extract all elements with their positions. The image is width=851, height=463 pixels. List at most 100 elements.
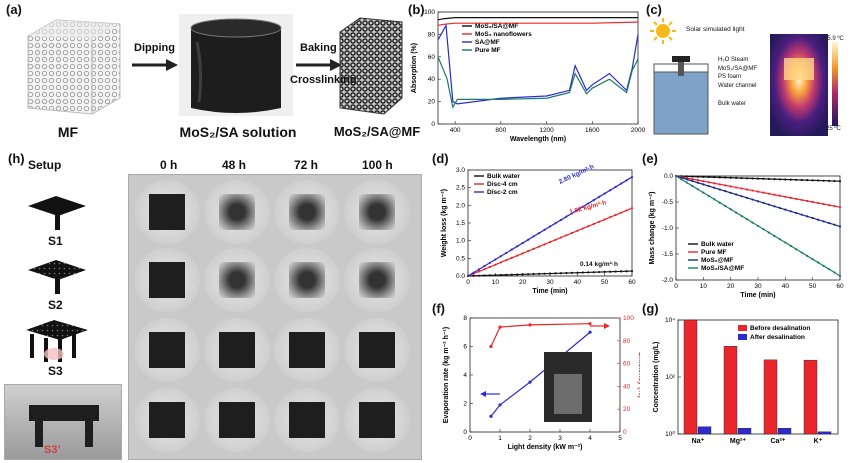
data-point <box>588 322 592 326</box>
data-point <box>598 195 601 198</box>
time-header-72h: 72 h <box>294 158 319 172</box>
legend-label: Bulk water <box>701 241 734 248</box>
concentration-chart: 10⁰ 10² 10⁴ Concentration (mg/L) Na⁺ Mg²⁺ Ca²⁺… <box>653 317 839 445</box>
time-header-100h: 100 h <box>362 158 393 172</box>
data-point <box>745 177 749 180</box>
x-tick-label: 10 <box>492 279 500 286</box>
y-axis-label: Evaporation rate (kg m⁻² h⁻¹) <box>443 327 450 423</box>
data-point <box>570 231 573 235</box>
data-point <box>625 179 628 182</box>
x-axis-label: Time (min) <box>740 292 775 299</box>
data-point <box>800 178 803 182</box>
data-point <box>806 179 809 182</box>
legend-label: Disc-4 cm <box>487 181 518 188</box>
data-point <box>702 175 705 178</box>
data-point <box>489 414 493 418</box>
absorber-sample <box>289 402 325 438</box>
data-point <box>811 216 814 220</box>
sample-dish <box>274 180 340 244</box>
x-tick-label: 0 <box>674 283 678 290</box>
setup-s1-label: S1 <box>48 234 63 248</box>
data-point <box>691 178 694 181</box>
y-tick-label: 2.0 <box>456 202 465 209</box>
data-point <box>713 176 716 179</box>
panel-label-h: (h) <box>8 151 25 166</box>
sample-dish <box>274 388 340 452</box>
data-point <box>789 196 792 199</box>
legend-label: MoS₂ nanoflowers <box>475 31 532 38</box>
x-tick-label: 3 <box>558 435 562 442</box>
x-axis-label: Light density (kW m⁻²) <box>508 444 583 451</box>
bar <box>697 426 712 435</box>
data-point <box>778 206 781 210</box>
data-point <box>751 198 754 201</box>
data-point <box>614 185 617 189</box>
data-point <box>488 265 491 269</box>
absorber-sample <box>359 332 395 368</box>
data-point <box>685 178 689 181</box>
baking-arrow <box>296 59 342 71</box>
data-point <box>498 403 502 407</box>
data-point <box>528 323 532 327</box>
x-tick-label: 20 <box>727 283 735 290</box>
data-point <box>505 273 508 276</box>
data-point <box>740 195 743 198</box>
data-point <box>609 270 612 273</box>
data-point <box>494 258 497 261</box>
legend-label: Disc-2 cm <box>487 189 518 196</box>
data-point <box>838 206 842 209</box>
data-point <box>680 178 683 181</box>
setup-s2-schematic <box>28 260 86 294</box>
x-category-label: Ca²⁺ <box>771 438 786 445</box>
x-tick-label: 800 <box>495 127 506 134</box>
data-point <box>630 175 634 179</box>
x-tick-label: 2 <box>528 435 532 442</box>
y-tick-label: 1.0 <box>456 238 465 245</box>
data-point <box>773 205 776 208</box>
data-point <box>565 234 568 237</box>
mf-caption: MF <box>57 124 79 140</box>
absorber-sample <box>289 262 325 298</box>
data-point <box>543 228 546 231</box>
data-point <box>702 183 705 186</box>
data-point <box>592 271 595 274</box>
y-tick-label: 100 <box>424 9 435 16</box>
data-point <box>833 179 836 183</box>
legend-label: SA@MF <box>475 39 500 46</box>
panel-label-a: (a) <box>6 2 22 17</box>
data-point <box>609 216 612 219</box>
data-point <box>548 240 552 244</box>
annotation-bulk: 0.14 kg/m²·h <box>580 261 618 268</box>
data-point <box>822 264 825 267</box>
mass-change-chart: 0 10 20 30 40 50 60 0.0 -0.5 -1.0 -1.5 -2.0 Time (mi… <box>649 173 844 299</box>
data-point <box>587 225 590 228</box>
data-point <box>735 193 738 196</box>
data-point <box>745 218 749 221</box>
data-point <box>827 268 831 271</box>
data-point <box>614 270 617 273</box>
sample-dish <box>204 248 270 312</box>
data-point <box>559 236 563 239</box>
setup-s1-schematic <box>28 196 86 230</box>
data-point <box>499 261 502 264</box>
absorber-sample <box>149 262 185 298</box>
legend-label: Before desalination <box>750 325 810 332</box>
data-point <box>718 183 721 186</box>
y-axis-label: Mass change (kg m⁻²) <box>649 192 656 265</box>
absorber-sample <box>219 262 255 298</box>
data-point <box>800 251 803 254</box>
absorber-sample <box>359 262 395 298</box>
x-tick-label: 50 <box>601 279 609 286</box>
data-point <box>603 218 606 221</box>
series-line <box>437 21 639 27</box>
mos2-sa-mf-caption: MoS₂/SA@MF <box>333 124 421 139</box>
x-tick-label: 30 <box>754 283 762 290</box>
data-point <box>477 270 481 273</box>
x-axis-label: Wavelength (nm) <box>510 136 566 143</box>
sample-dish <box>204 180 270 244</box>
data-point <box>735 176 738 180</box>
data-point <box>483 268 486 271</box>
mos2-sa-solution-image <box>179 14 293 116</box>
data-point <box>784 178 787 181</box>
data-point <box>499 255 502 258</box>
